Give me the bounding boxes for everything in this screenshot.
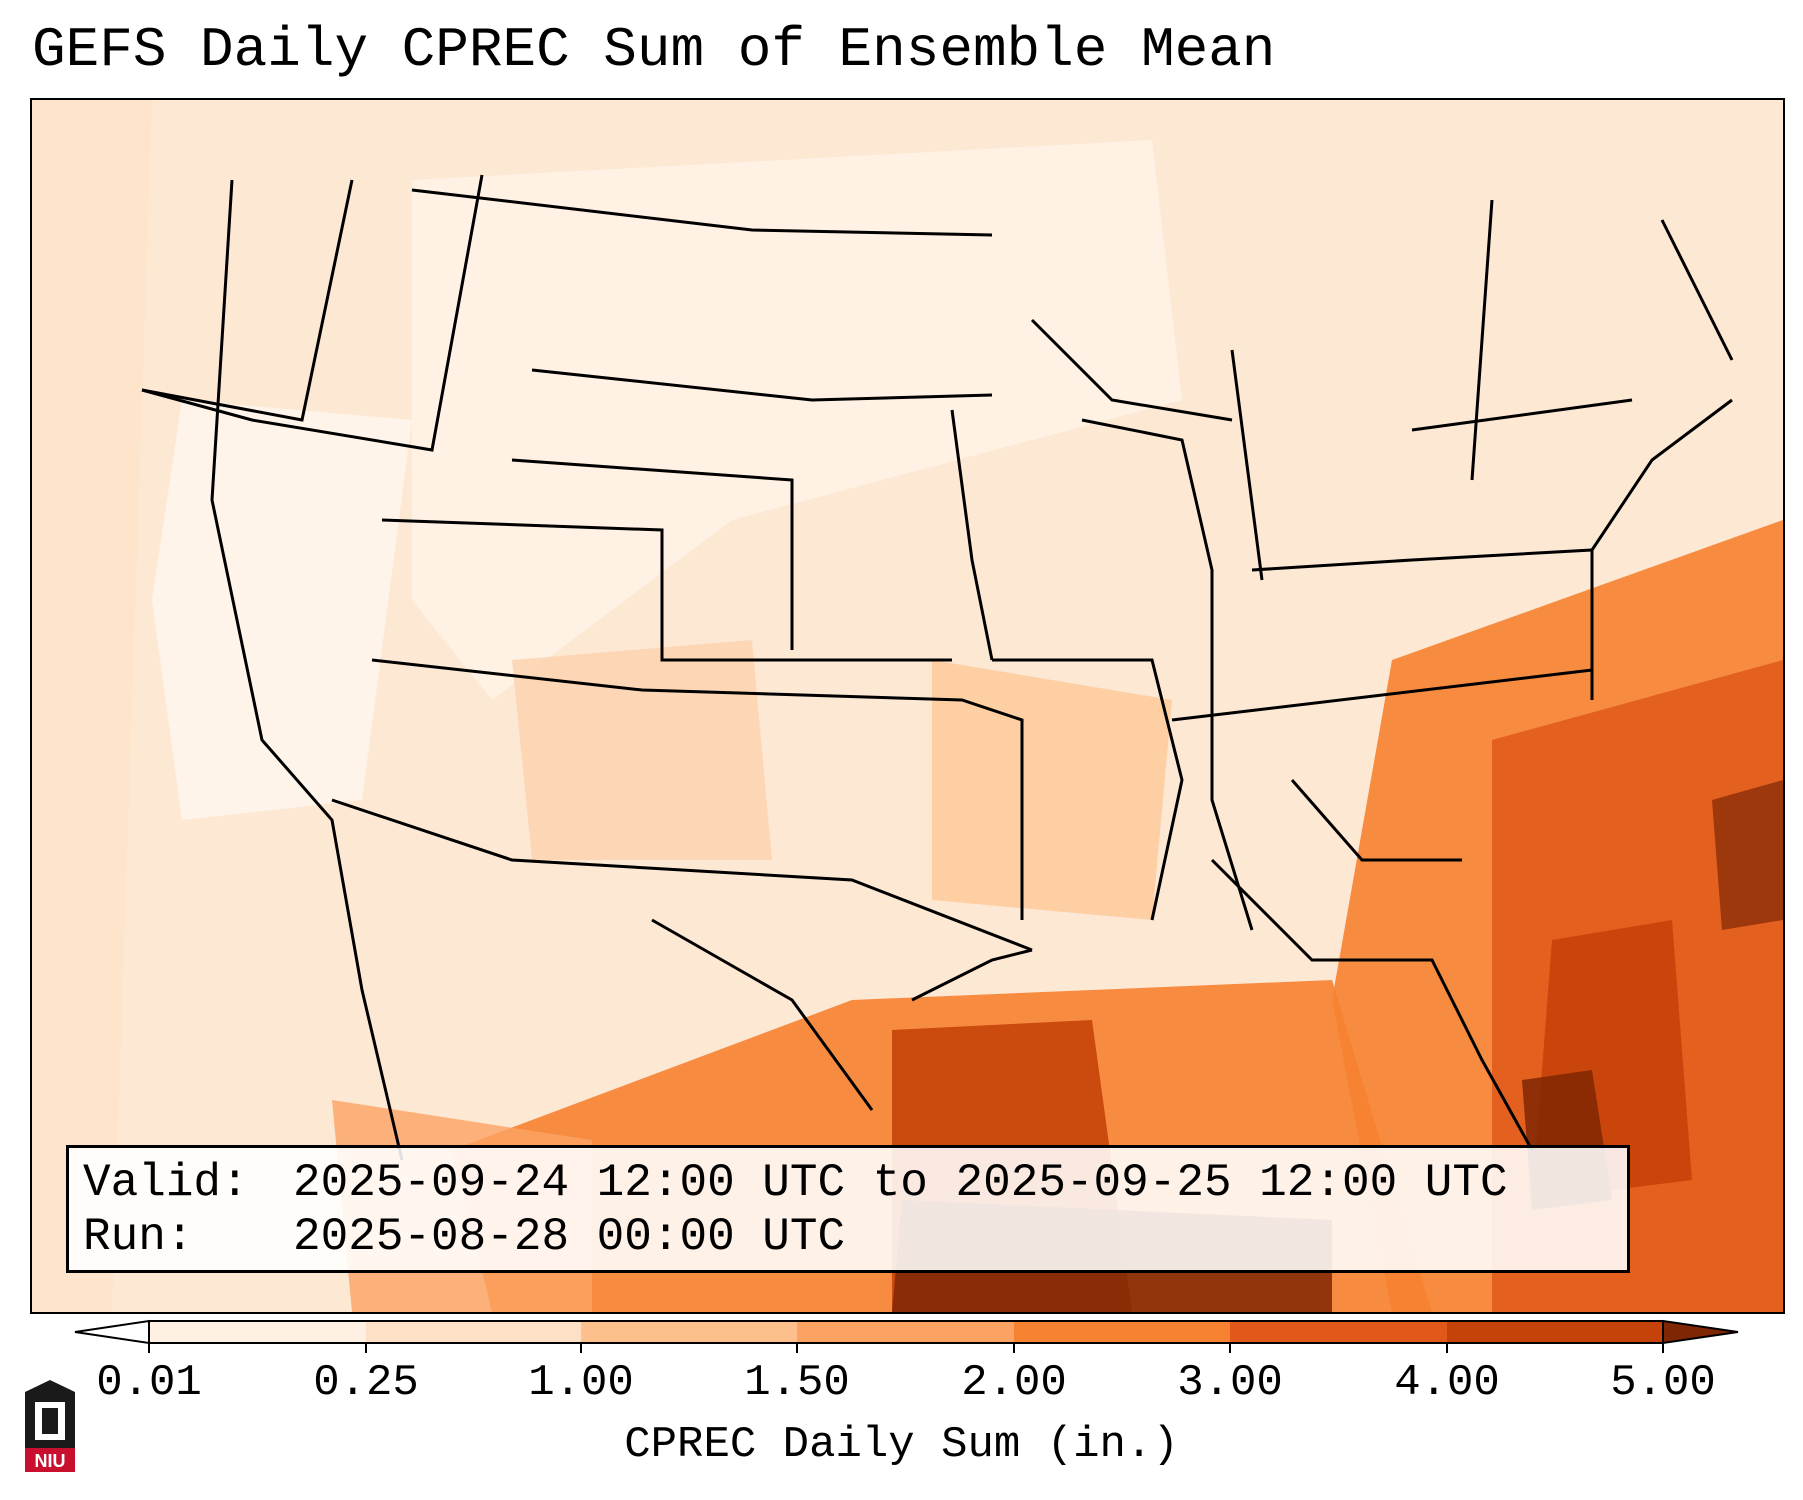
- run-line: Run: 2025-08-28 00:00 UTC: [83, 1210, 1613, 1264]
- colorbar-tick-label: 3.00: [1177, 1358, 1283, 1408]
- south-central-precip: [932, 660, 1172, 920]
- map-title: GEFS Daily CPREC Sum of Ensemble Mean: [32, 18, 1276, 82]
- colorbar-tick-label: 0.25: [313, 1358, 419, 1408]
- dry-region-west: [152, 400, 412, 820]
- map-canvas: [32, 100, 1783, 1312]
- run-label: Run:: [83, 1211, 194, 1263]
- colorbar-tick-label: 1.00: [528, 1358, 634, 1408]
- colorbar-segment: [1447, 1321, 1663, 1343]
- colorbar-segment: [581, 1321, 797, 1343]
- colorbar-segment: [797, 1321, 1014, 1343]
- valid-line: Valid: 2025-09-24 12:00 UTC to 2025-09-2…: [83, 1156, 1613, 1210]
- colorbar-label: CPREC Daily Sum (in.): [624, 1420, 1179, 1470]
- colorbar-segment: [1014, 1321, 1230, 1343]
- colorbar-tick-label: 2.00: [961, 1358, 1067, 1408]
- run-value: 2025-08-28 00:00 UTC: [293, 1211, 846, 1263]
- dry-region-north: [412, 140, 1182, 700]
- precipitation-map: [30, 98, 1785, 1314]
- validity-info-box: Valid: 2025-09-24 12:00 UTC to 2025-09-2…: [66, 1145, 1630, 1273]
- colorbar-under-extend: [74, 1319, 150, 1345]
- colorbar-segment: [1230, 1321, 1447, 1343]
- colorbar-tick-label: 5.00: [1610, 1358, 1716, 1408]
- valid-value: 2025-09-24 12:00 UTC to 2025-09-25 12:00…: [293, 1157, 1508, 1209]
- offshore-precip-max: [1712, 780, 1783, 930]
- colorbar-over-extend: [1662, 1319, 1739, 1345]
- pacific-precip: [32, 100, 152, 1312]
- colorbar-segment: [149, 1321, 366, 1343]
- colorbar: [74, 1319, 1739, 1353]
- svg-text:NIU: NIU: [35, 1451, 66, 1471]
- colorbar-tick-label: 1.50: [744, 1358, 850, 1408]
- colorbar-outline: [148, 1320, 1664, 1344]
- colorbar-segment: [366, 1321, 581, 1343]
- valid-label: Valid:: [83, 1157, 249, 1209]
- niu-logo: NIU: [20, 1380, 80, 1480]
- colorbar-tick-label: 0.01: [96, 1358, 202, 1408]
- southwest-precip: [512, 640, 772, 860]
- colorbar-tick-label: 4.00: [1394, 1358, 1500, 1408]
- state-borders: [141, 174, 1734, 1161]
